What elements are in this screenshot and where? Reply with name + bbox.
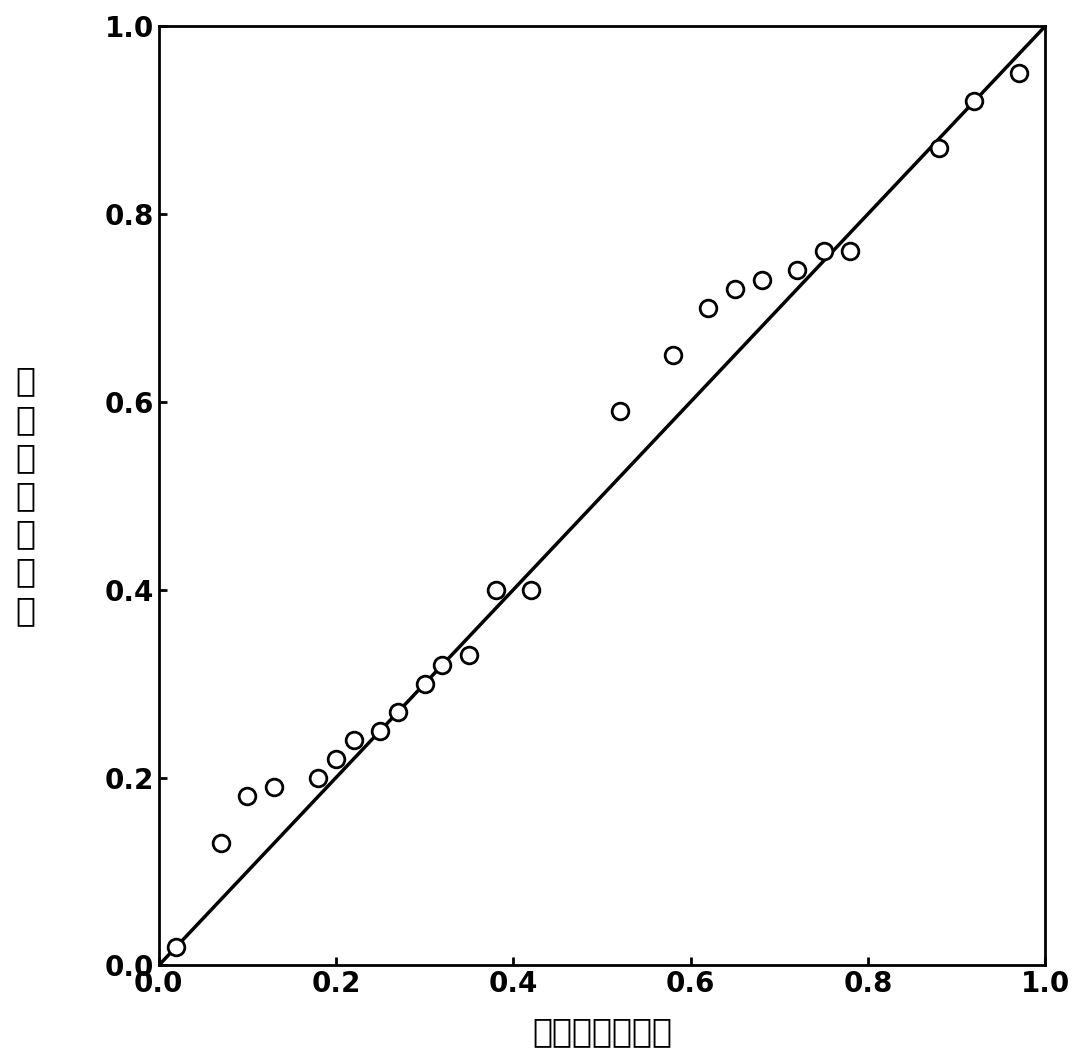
Point xyxy=(930,139,947,156)
Point xyxy=(239,788,256,805)
Point xyxy=(789,261,806,279)
Point xyxy=(726,281,743,298)
Y-axis label: 期
望
的
累
积
概
率: 期 望 的 累 积 概 率 xyxy=(15,365,35,627)
Point xyxy=(487,581,505,598)
Point xyxy=(212,834,229,851)
Point xyxy=(460,647,477,664)
Point xyxy=(815,243,832,260)
Point xyxy=(168,939,186,956)
Point xyxy=(265,778,282,795)
Point xyxy=(700,300,717,317)
Point xyxy=(372,722,390,739)
Point xyxy=(390,704,407,721)
Point xyxy=(522,581,539,598)
Point xyxy=(664,347,681,364)
Point xyxy=(966,92,983,109)
Point xyxy=(416,675,433,692)
X-axis label: 观测的累积概率: 观测的累积概率 xyxy=(532,1015,672,1048)
Point xyxy=(328,750,345,767)
Point xyxy=(309,769,327,786)
Point xyxy=(753,271,770,288)
Point xyxy=(345,731,362,748)
Point xyxy=(842,243,859,260)
Point xyxy=(1010,65,1027,82)
Point xyxy=(434,656,451,673)
Point xyxy=(611,403,628,420)
